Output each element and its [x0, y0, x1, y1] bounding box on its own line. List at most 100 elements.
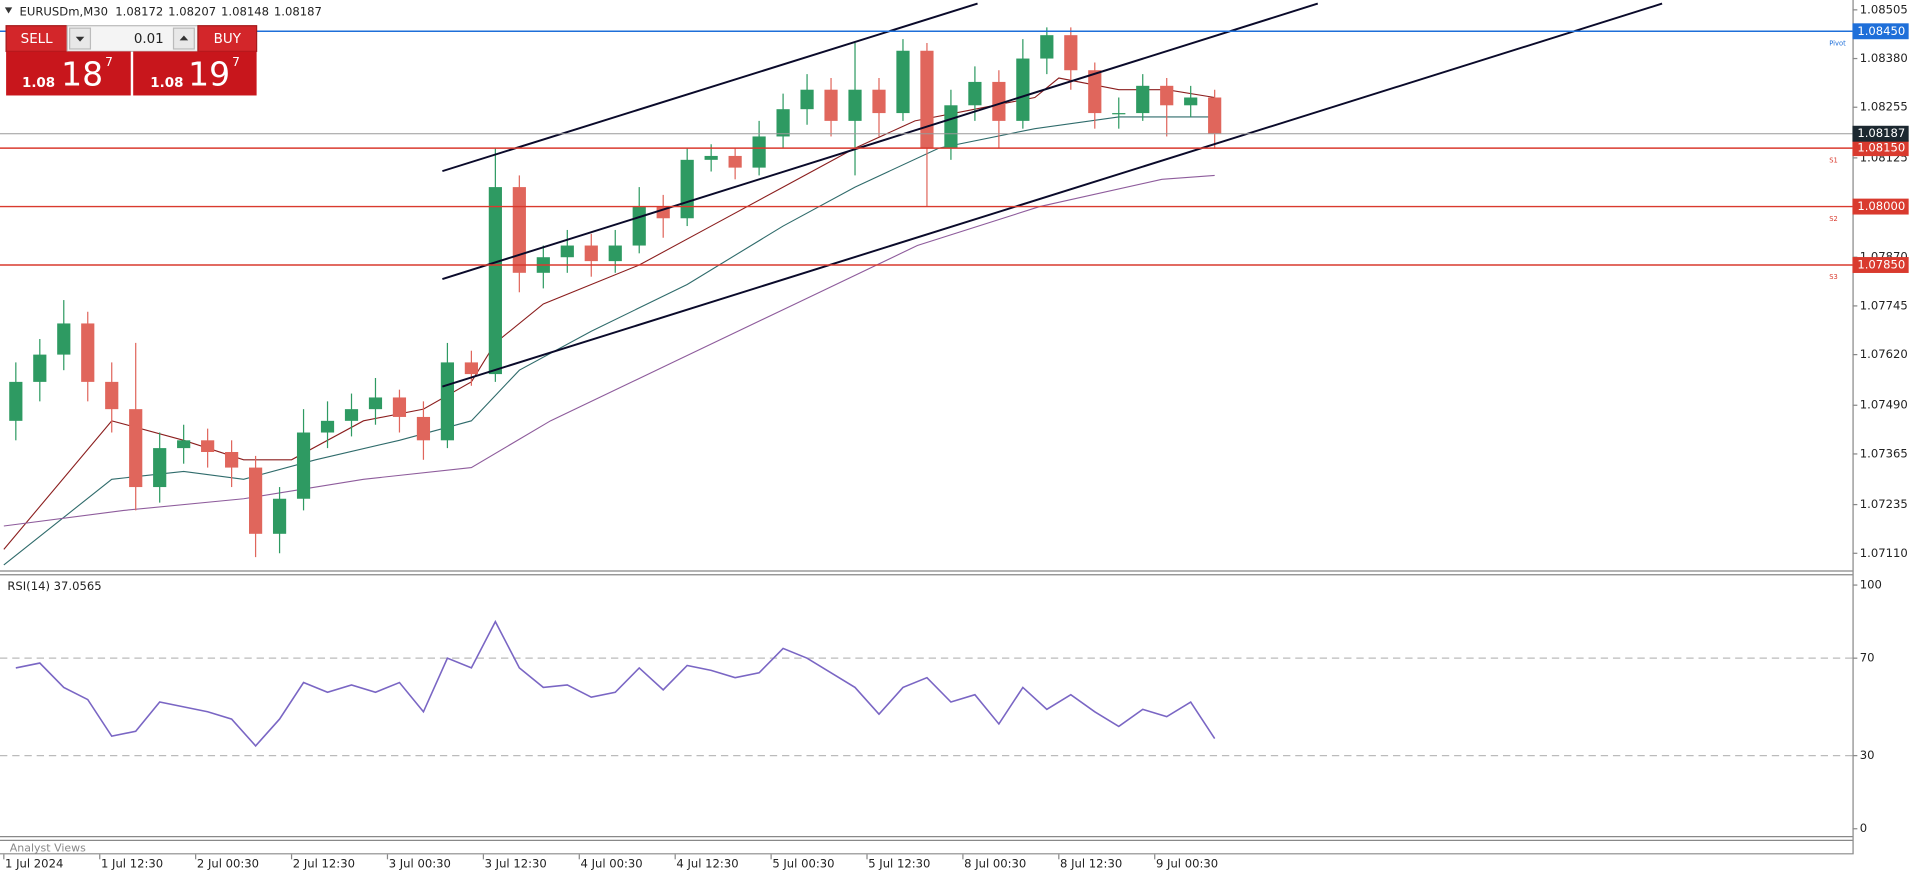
candle-body — [608, 245, 622, 262]
candle-body — [320, 420, 335, 433]
candle-body — [416, 416, 431, 441]
x-tick-label: 1 Jul 12:30 — [101, 857, 163, 871]
candle-body — [632, 206, 646, 246]
x-tick-label: 5 Jul 00:30 — [772, 857, 834, 871]
sell-price-box[interactable] — [6, 51, 131, 96]
symbol-icon — [4, 7, 13, 14]
candle-body — [1064, 35, 1078, 71]
candle-body — [944, 105, 958, 149]
y-tick-label: 1.08255 — [1860, 100, 1908, 114]
sell-price-prefix: 1.08 — [22, 76, 55, 91]
level-tag-label: 1.08150 — [1857, 141, 1905, 155]
candle-body — [1208, 97, 1222, 134]
buy-price-big: 19 — [188, 54, 230, 93]
candle-body — [9, 381, 23, 421]
current-price-label: 1.08187 — [1857, 126, 1905, 140]
candle-body — [81, 323, 95, 382]
level-tag-label: 1.07850 — [1857, 258, 1905, 272]
candle-body — [464, 362, 478, 375]
trendline — [442, 2, 1663, 388]
x-tick-label: 2 Jul 12:30 — [293, 857, 355, 871]
level-name: S2 — [1829, 215, 1838, 223]
y-tick-label: 1.08380 — [1860, 51, 1908, 65]
candle-body — [992, 81, 1006, 121]
candle-body — [440, 362, 455, 441]
candle-body — [776, 109, 790, 137]
candle-body — [1184, 97, 1198, 106]
candle-body — [1016, 58, 1030, 121]
y-tick-label: 1.08505 — [1860, 2, 1908, 16]
current-price-tag — [1852, 125, 1909, 142]
level-name: S1 — [1829, 156, 1838, 164]
down-arrow — [75, 36, 85, 42]
sell-price-big: 18 — [61, 54, 103, 93]
x-tick-label: 9 Jul 00:30 — [1156, 857, 1218, 871]
x-tick-label: 4 Jul 00:30 — [581, 857, 643, 871]
x-tick-label: 4 Jul 12:30 — [676, 857, 738, 871]
candle-body — [512, 187, 526, 273]
level-tag — [1852, 257, 1909, 273]
candle-body — [225, 451, 239, 468]
y-tick-label: 1.07365 — [1860, 446, 1908, 460]
candle-body — [656, 206, 670, 219]
candle-body — [488, 187, 502, 375]
candle-body — [728, 155, 742, 168]
ohlc-value: 1.08207 — [168, 5, 216, 19]
sell-label: SELL — [21, 32, 53, 47]
rsi-line — [15, 619, 1216, 748]
candle-body — [1112, 113, 1126, 115]
candle-body — [1040, 35, 1054, 59]
candle-body — [33, 354, 47, 382]
level-name: Pivot — [1829, 40, 1846, 48]
candle-body — [296, 432, 311, 499]
candle-body — [368, 397, 383, 410]
rsi-y-tick-label: 100 — [1860, 578, 1882, 592]
x-tick-label: 8 Jul 12:30 — [1060, 857, 1122, 871]
x-tick-label: 1 Jul 2024 — [5, 857, 63, 871]
ohlc-value: 1.08148 — [221, 5, 269, 19]
level-tag-label: 1.08000 — [1857, 199, 1905, 213]
lot-value: 0.01 — [134, 32, 164, 47]
candle-body — [57, 323, 71, 355]
x-tick-label: 3 Jul 00:30 — [389, 857, 451, 871]
candle-body — [848, 89, 862, 121]
buy-price-box[interactable] — [133, 51, 257, 96]
candle-body — [177, 440, 191, 449]
level-tag — [1852, 198, 1909, 215]
sell-price-sup: 7 — [105, 55, 113, 69]
x-tick-label: 3 Jul 12:30 — [485, 857, 547, 871]
candle-body — [872, 89, 886, 114]
y-tick-label: 1.07490 — [1860, 398, 1908, 412]
rsi-y-tick-label: 70 — [1860, 651, 1875, 665]
candle-body — [968, 81, 982, 106]
candle-body — [344, 409, 359, 421]
trade-panel: SELL 0.01 BUY 1.08 18 7 1.08 19 7 — [5, 25, 258, 96]
candle-body — [584, 245, 598, 262]
y-tick-label: 1.07235 — [1860, 497, 1908, 511]
candle-body — [920, 50, 934, 149]
buy-label: BUY — [214, 32, 242, 47]
level-tag-label: 1.08450 — [1857, 24, 1905, 38]
candle-body — [153, 448, 167, 488]
candle-body — [752, 136, 766, 168]
candle-body — [560, 245, 574, 258]
buy-price-sup: 7 — [232, 55, 240, 69]
level-name: S3 — [1829, 273, 1838, 281]
price-plot — [3, 2, 1663, 566]
candle-body — [201, 440, 215, 452]
candle-body — [105, 381, 119, 410]
candle-body — [896, 50, 910, 114]
candle-body — [272, 498, 287, 534]
x-tick-label: 5 Jul 12:30 — [868, 857, 930, 871]
symbol-title: EURUSDm,M30 — [20, 5, 108, 19]
candle-body — [824, 89, 838, 121]
ohlc-value: 1.08187 — [274, 5, 322, 19]
rsi-y-tick-label: 30 — [1860, 748, 1875, 762]
ohlc-value: 1.08172 — [115, 5, 163, 19]
rsi-title: RSI(14) 37.0565 — [7, 579, 101, 593]
buy-price-prefix: 1.08 — [150, 76, 183, 91]
